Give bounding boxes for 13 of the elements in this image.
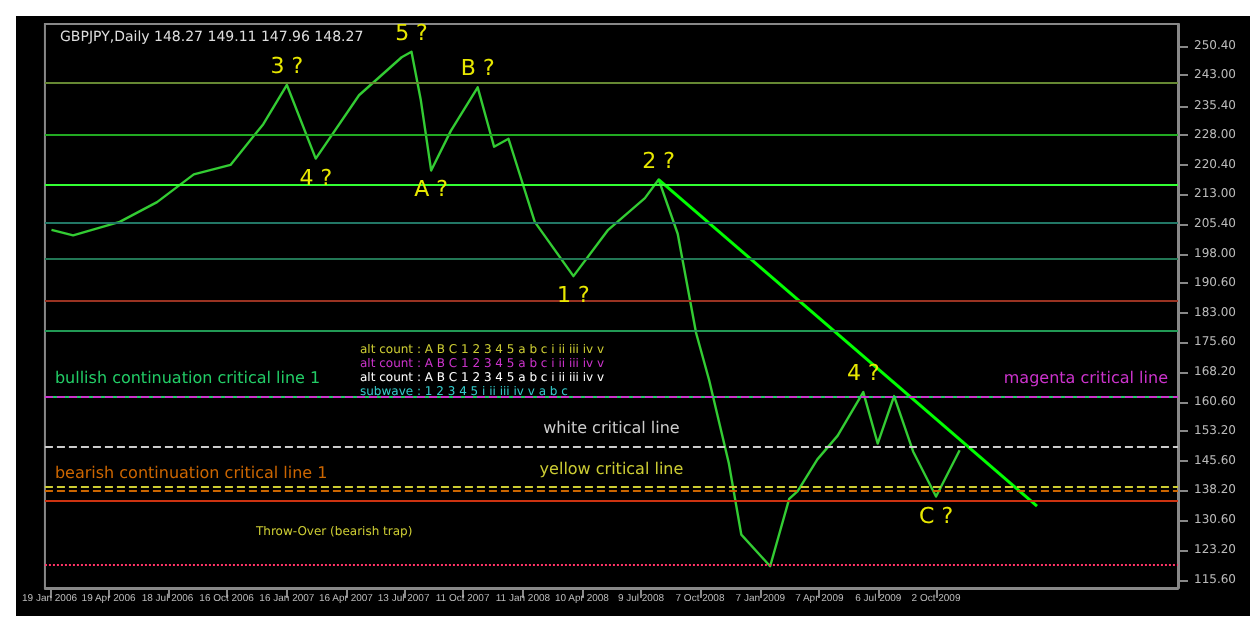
annotation: 5 ? bbox=[395, 19, 429, 46]
ref-line-label: white critical line bbox=[543, 419, 680, 438]
ref-line-label: bullish continuation critical line 1 bbox=[54, 368, 321, 387]
annotation: B ? bbox=[460, 55, 495, 82]
line-series bbox=[50, 50, 961, 568]
annotation: 2 ? bbox=[642, 147, 676, 174]
annotation: C ? bbox=[919, 502, 954, 529]
annotation: 3 ? bbox=[270, 52, 304, 79]
annotation: 4 ? bbox=[299, 164, 333, 191]
ref-line-label: yellow critical line bbox=[539, 460, 684, 479]
ref-line-label: bearish continuation critical line 1 bbox=[54, 463, 328, 482]
ref-line-label: magenta critical line bbox=[1003, 368, 1169, 387]
annotation: 4 ? bbox=[846, 360, 880, 387]
